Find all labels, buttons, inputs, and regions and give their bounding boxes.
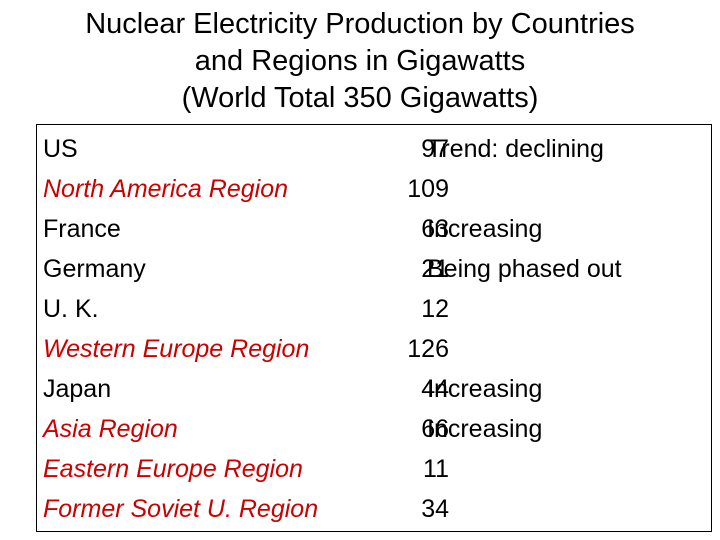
table-row: Asia Region 66 Increasing	[37, 409, 711, 449]
title-line-1: Nuclear Electricity Production by Countr…	[85, 8, 635, 40]
table-row: Germany 21 Being phased out	[37, 249, 711, 289]
row-trend: Increasing	[427, 415, 543, 443]
row-name: US	[43, 135, 78, 163]
row-value: 11	[423, 455, 449, 483]
row-value: 97	[421, 135, 449, 163]
title-line-2: and Regions in Gigawatts	[194, 45, 526, 77]
row-name: Western Europe Region	[43, 335, 310, 363]
table-row: Japan 44 Increasing	[37, 369, 711, 409]
table-row: France 63 Increasing	[37, 209, 711, 249]
row-name: Former Soviet U. Region	[43, 495, 319, 523]
row-value: 126	[407, 335, 449, 363]
row-value: 66	[421, 415, 449, 443]
row-name: Germany	[43, 255, 146, 283]
row-name: France	[43, 215, 121, 243]
row-name: Asia Region	[43, 415, 178, 443]
row-name: Eastern Europe Region	[43, 455, 303, 483]
row-name: Japan	[43, 375, 112, 403]
row-value: 12	[421, 295, 449, 323]
table-row: US 97 Trend: declining	[37, 129, 711, 169]
row-name: North America Region	[43, 175, 289, 203]
data-table: US 97 Trend: declining North America Reg…	[36, 124, 712, 532]
slide-title: Nuclear Electricity Production by Countr…	[0, 6, 720, 117]
row-trend: Increasing	[427, 215, 543, 243]
table-row: North America Region 109	[37, 169, 711, 209]
row-value: 34	[421, 495, 449, 523]
row-trend: Increasing	[427, 375, 543, 403]
row-trend: Being phased out	[427, 255, 622, 283]
table-row: Eastern Europe Region 11	[37, 449, 711, 489]
row-value: 63	[421, 215, 449, 243]
title-line-3: (World Total 350 Gigawatts)	[181, 82, 539, 114]
row-trend: Trend: declining	[427, 135, 604, 163]
row-value: 44	[421, 375, 449, 403]
row-name: U. K.	[43, 295, 99, 323]
table-row: Former Soviet U. Region 34	[37, 489, 711, 529]
table-row: U. K. 12	[37, 289, 711, 329]
row-value: 21	[421, 255, 449, 283]
row-value: 109	[407, 175, 449, 203]
table-row: Western Europe Region 126	[37, 329, 711, 369]
